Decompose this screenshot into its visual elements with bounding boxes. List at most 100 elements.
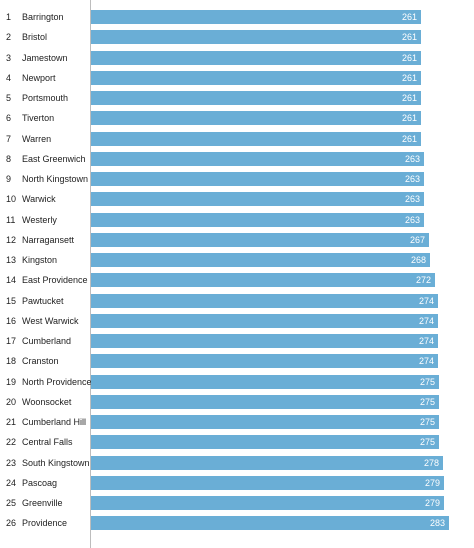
category-label: Pascoag xyxy=(22,478,58,488)
rank-label: 20 xyxy=(6,397,17,407)
rank-label: 17 xyxy=(6,336,17,346)
bar xyxy=(91,71,421,85)
bar-value-label: 274 xyxy=(418,316,434,326)
bar xyxy=(91,10,421,24)
bar-value-label: 261 xyxy=(401,32,417,42)
category-label: Narragansett xyxy=(22,235,75,245)
bar xyxy=(91,233,429,247)
rank-label: 13 xyxy=(6,255,17,265)
category-label: Greenville xyxy=(22,498,63,508)
category-label: North Kingstown xyxy=(22,174,89,184)
bar-value-label: 279 xyxy=(424,478,440,488)
category-label: Pawtucket xyxy=(22,296,64,306)
rank-label: 8 xyxy=(6,154,12,164)
rank-label: 15 xyxy=(6,296,17,306)
rank-label: 16 xyxy=(6,316,17,326)
category-label: Cranston xyxy=(22,356,59,366)
bar-value-label: 267 xyxy=(409,235,425,245)
bar xyxy=(91,30,421,44)
bar-value-label: 275 xyxy=(419,417,435,427)
category-label: Woonsocket xyxy=(22,397,72,407)
bar xyxy=(91,456,443,470)
bar xyxy=(91,172,424,186)
category-label: Kingston xyxy=(22,255,58,265)
bar xyxy=(91,91,421,105)
bar-value-label: 268 xyxy=(410,255,426,265)
bar-value-label: 275 xyxy=(419,397,435,407)
rank-label: 14 xyxy=(6,275,17,285)
category-label: Warren xyxy=(22,134,52,144)
bar-value-label: 261 xyxy=(401,113,417,123)
category-label: Bristol xyxy=(22,32,48,42)
rank-label: 26 xyxy=(6,518,17,528)
bar xyxy=(91,132,421,146)
category-label: Cumberland Hill xyxy=(22,417,87,427)
category-label: Cumberland xyxy=(22,336,72,346)
bar-value-label: 261 xyxy=(401,73,417,83)
bar xyxy=(91,111,421,125)
bar xyxy=(91,334,438,348)
category-label: Tiverton xyxy=(22,113,55,123)
bar-value-label: 261 xyxy=(401,53,417,63)
rank-label: 24 xyxy=(6,478,17,488)
rank-label: 6 xyxy=(6,113,12,123)
category-label: Portsmouth xyxy=(22,93,69,103)
bar-value-label: 261 xyxy=(401,93,417,103)
rank-label: 23 xyxy=(6,458,17,468)
rank-label: 25 xyxy=(6,498,17,508)
rank-label: 11 xyxy=(6,215,16,225)
category-label: Barrington xyxy=(22,12,64,22)
rank-label: 12 xyxy=(6,235,17,245)
bar xyxy=(91,354,438,368)
category-label: East Greenwich xyxy=(22,154,86,164)
bar xyxy=(91,273,435,287)
rank-label: 5 xyxy=(6,93,12,103)
bar-value-label: 272 xyxy=(415,275,431,285)
rank-label: 22 xyxy=(6,437,17,447)
bar xyxy=(91,213,424,227)
bar-value-label: 275 xyxy=(419,437,435,447)
bar-value-label: 263 xyxy=(404,174,420,184)
bar xyxy=(91,375,439,389)
bar xyxy=(91,415,439,429)
bar-value-label: 278 xyxy=(423,458,439,468)
rank-label: 10 xyxy=(6,194,17,204)
bar xyxy=(91,192,424,206)
category-label: Providence xyxy=(22,518,68,528)
bar-value-label: 275 xyxy=(419,377,435,387)
bar-value-label: 261 xyxy=(401,12,417,22)
rank-label: 4 xyxy=(6,73,12,83)
rank-label: 9 xyxy=(6,174,12,184)
rank-label: 19 xyxy=(6,377,17,387)
bar xyxy=(91,395,439,409)
bar xyxy=(91,496,444,510)
category-label: East Providence xyxy=(22,275,88,285)
category-label: West Warwick xyxy=(22,316,79,326)
bar-value-label: 274 xyxy=(418,296,434,306)
bar xyxy=(91,476,444,490)
bar-value-label: 283 xyxy=(429,518,445,528)
category-label: Jamestown xyxy=(22,53,68,63)
bar-value-label: 261 xyxy=(401,134,417,144)
category-label: North Providence xyxy=(22,377,92,387)
bar xyxy=(91,253,430,267)
rank-label: 18 xyxy=(6,356,17,366)
category-label: Warwick xyxy=(22,194,56,204)
bar-value-label: 263 xyxy=(404,194,420,204)
bar-value-label: 274 xyxy=(418,336,434,346)
bar xyxy=(91,152,424,166)
category-label: South Kingstown xyxy=(22,458,90,468)
rank-label: 3 xyxy=(6,53,12,63)
bar-value-label: 274 xyxy=(418,356,434,366)
bar-value-label: 263 xyxy=(404,154,420,164)
bar xyxy=(91,314,438,328)
bar-value-label: 263 xyxy=(404,215,420,225)
rank-label: 2 xyxy=(6,32,12,42)
category-label: Central Falls xyxy=(22,437,73,447)
bar xyxy=(91,51,421,65)
chart-axis-line xyxy=(90,0,91,548)
bar xyxy=(91,516,449,530)
category-label: Westerly xyxy=(22,215,57,225)
rank-label: 7 xyxy=(6,134,12,144)
